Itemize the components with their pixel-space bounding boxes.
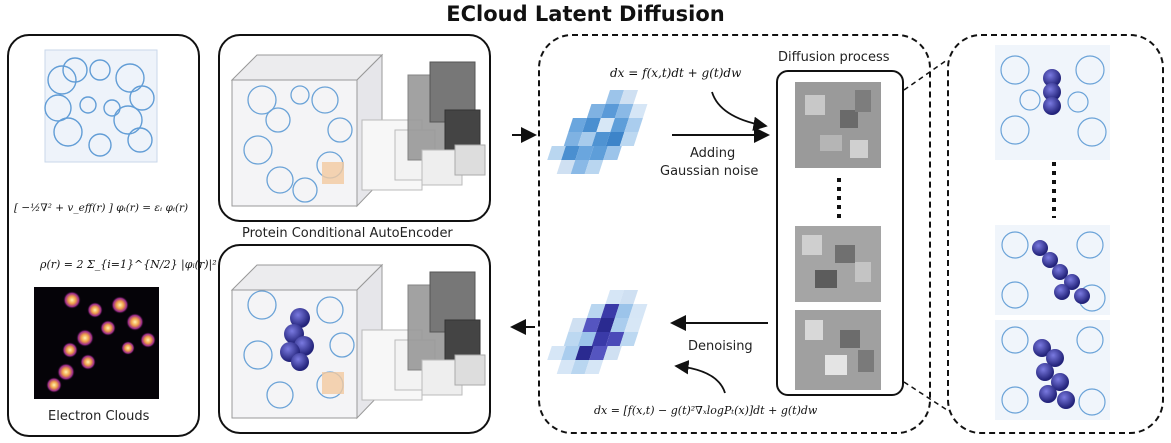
diffusion-panel (538, 34, 931, 434)
sample-2 (995, 225, 1110, 315)
adding-noise-label-1: Adding (690, 146, 736, 161)
latent-denoised-grid (547, 290, 648, 374)
schrodinger-equation: [ −½∇² + v_eff(r) ] φᵢ(r) = εᵢ φᵢ(r) (14, 202, 189, 214)
sample-3 (995, 320, 1110, 420)
autoencoder-top-illustration (230, 53, 486, 208)
sample-1 (995, 45, 1110, 160)
autoencoder-label: Protein Conditional AutoEncoder (242, 226, 453, 241)
noisy-latent-2 (795, 226, 881, 302)
noisy-latent-1 (795, 82, 881, 168)
diagram-title: ECloud Latent Diffusion (446, 2, 725, 26)
electron-clouds-label: Electron Clouds (48, 409, 150, 424)
protein-cloud-illustration (44, 49, 158, 163)
adding-noise-label-2: Gaussian noise (660, 164, 759, 179)
reverse-sde: dx = [f(x,t) − g(t)²∇ₓlogPₜ(x)]dt + g(t)… (594, 404, 818, 417)
forward-sde: dx = f(x,t)dt + g(t)dw (610, 66, 742, 80)
electron-density-heatmap (34, 287, 159, 399)
samples-panel (947, 34, 1164, 434)
latent-clean-grid (547, 90, 648, 174)
forward-sde-arrow (711, 91, 768, 131)
density-equation: ρ(r) = 2 Σ_{i=1}^{N/2} |φᵢ(r)|² (40, 258, 217, 271)
noisy-latent-3 (795, 310, 881, 390)
denoising-label: Denoising (688, 339, 753, 354)
autoencoder-bottom-illustration (230, 263, 486, 420)
reverse-sde-arrow (674, 360, 726, 394)
diffusion-process-label: Diffusion process (778, 50, 890, 65)
